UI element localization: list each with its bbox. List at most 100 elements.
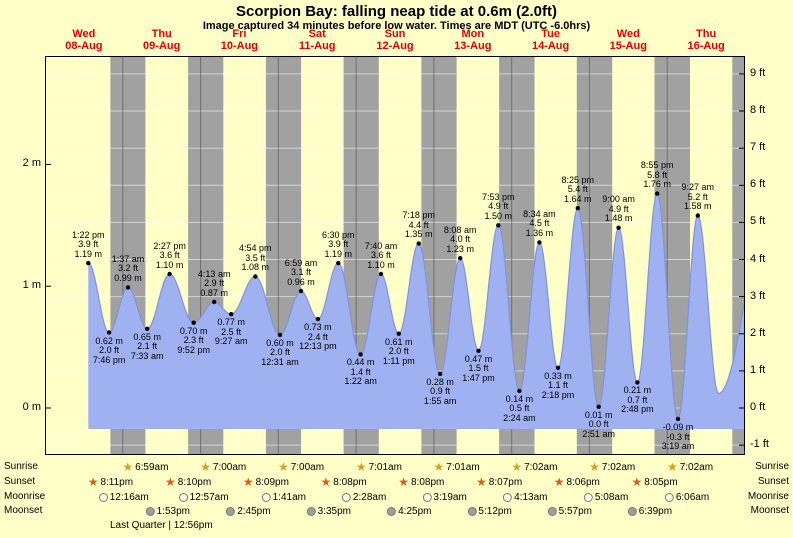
tide-low-label: 0.73 m 2.4 ft 12:13 pm [299,322,337,352]
tide-high-label: 6:59 am 3.1 ft 0.96 m [284,257,318,287]
sunrise-time-text: 7:00am [212,461,247,473]
moonrise-time-text: 5:08am [594,491,629,503]
moonset-row-label-left: Moonset [4,505,43,516]
sunrise-icon: ★ [122,459,134,474]
moonset-time-text: 5:57pm [558,505,592,517]
sunrise-icon: ★ [666,459,678,474]
sunset-time: ★ 8:07pm [476,476,522,488]
tide-plot-area: 1:22 pm 3.9 ft 1.19 m 0.62 m 2.0 ft 7:46 pm 1:… [45,56,745,455]
tide-low-label: 0.62 m 2.0 ft 7:46 pm [92,335,126,365]
sunset-time: ★ 8:10pm [165,476,211,488]
moonset-time-text: 4:25pm [398,505,432,517]
day-label: Wed 15-Aug [609,28,647,52]
sunset-icon: ★ [476,474,487,489]
sunset-time-text: 8:08pm [333,476,367,488]
sunrise-icon: ★ [433,459,445,474]
moonrise-icon [583,492,593,502]
tide-low-label: 0.77 m 2.5 ft 9:27 am [214,317,248,347]
sunset-time: ★ 8:11pm [88,476,133,488]
day-label: Tue 14-Aug [531,28,570,52]
moonrise-time: 5:08am [583,491,629,503]
sunrise-time: ★ 7:02am [589,461,635,473]
sunrise-time-text: 7:01am [368,461,402,473]
moonset-time: 5:12pm [467,505,512,517]
sunrise-icon: ★ [277,459,289,474]
sunrise-time: ★ 7:00am [278,461,324,473]
tide-high-label: 9:00 am 4.9 ft 1.48 m [602,194,635,224]
sunset-row-label-right: Sunset [757,476,789,487]
feet-axis-label: 5 ft [750,215,766,228]
moonrise-time-text: 12:57am [189,491,229,503]
moonset-time: 5:57pm [547,505,592,517]
sunrise-time: ★ 7:00am [200,461,246,473]
sunrise-time-text: 7:02am [679,461,714,473]
moonset-icon [226,506,236,516]
tide-low-label: 0.65 m 2.1 ft 7:33 am [130,331,164,361]
sunrise-time-text: 7:00am [290,461,325,473]
moonrise-time-text: 6:06am [675,491,710,503]
sunset-icon: ★ [553,474,565,489]
tide-low-label: -0.09 m -0.3 ft 3:19 am [661,422,695,451]
tide-high-label: 1:22 pm 3.9 ft 1.19 m [72,229,105,259]
moonset-icon [387,506,397,516]
moonrise-icon [261,492,271,502]
tide-low-label: 0.70 m 2.3 ft 9:52 pm [177,325,210,355]
tide-high-label: 6:30 pm 3.9 ft 1.19 m [322,229,355,259]
tide-low-label: 0.44 m 1.4 ft 1:22 am [344,357,377,387]
moonrise-row-label-right: Moonrise [747,491,789,502]
moonrise-time-text: 3:19am [433,491,467,503]
tide-high-label: 1:37 am 3.2 ft 0.99 m [111,253,145,283]
feet-axis-label: 7 ft [750,141,766,154]
feet-axis-label: -1 ft [750,438,769,451]
sunrise-time-text: 7:02am [601,461,636,473]
day-label: Thu 09-Aug [143,28,181,52]
sunset-row-label-left: Sunset [4,476,36,487]
day-label: Thu 16-Aug [687,28,725,52]
moonset-time: 4:25pm [387,505,431,517]
feet-axis-label: 6 ft [750,178,766,191]
sunrise-time: ★ 7:02am [511,461,557,473]
sunrise-time: ★ 7:02am [667,461,713,473]
moonset-time-text: 1:53pm [156,505,190,517]
sunrise-icon: ★ [200,459,211,474]
moonset-time: 1:53pm [145,505,190,517]
moonrise-time: 3:19am [422,491,467,503]
sunset-time-text: 8:08pm [411,476,445,488]
moonrise-icon [664,492,674,502]
moonset-time-text: 3:35pm [317,505,351,517]
moonrise-icon [98,492,108,502]
moonrise-time: 2:28am [341,491,387,503]
moonset-icon [145,506,155,516]
tide-high-label: 4:54 pm 3.5 ft 1.08 m [239,243,272,272]
sunset-time: ★ 8:08pm [398,476,444,488]
day-label: Fri 10-Aug [220,28,259,52]
meters-axis-label: 0 m [22,401,41,413]
sunset-time-text: 8:05pm [644,476,678,488]
moonrise-time: 6:06am [664,491,710,503]
sunrise-time-text: 7:02am [524,461,558,473]
tide-low-label: 0.33 m 1.1 ft 2:18 pm [541,370,575,400]
moonrise-time-text: 2:28am [352,491,387,503]
tide-high-label: 8:25 pm 5.4 ft 1.64 m [561,174,595,204]
tide-low-label: 0.47 m 1.5 ft 1:47 pm [462,353,495,383]
moonrise-time: 1:41am [261,491,306,503]
sunset-icon: ★ [631,474,643,489]
tide-high-label: 4:13 am 2.9 ft 0.87 m [197,268,231,298]
moonrise-icon [341,492,351,502]
tide-high-label: 2:27 pm 3.6 ft 1.10 m [153,240,186,270]
day-label: Mon 13-Aug [454,28,492,52]
tide-curve-chart [45,56,745,455]
moonset-icon [306,506,316,516]
sunset-icon: ★ [398,474,409,489]
tide-low-label: 0.61 m 2.0 ft 1:11 pm [382,336,415,366]
sunrise-time-text: 6:59am [135,461,169,473]
moonrise-time-text: 4:13am [514,491,548,503]
moonset-icon [547,506,557,516]
sunset-time: ★ 8:08pm [321,476,367,488]
moonset-icon [627,506,637,516]
moonrise-time-text: 1:41am [272,491,306,503]
sunrise-icon: ★ [589,459,600,474]
tide-high-label: 9:27 am 5.2 ft 1.58 m [681,182,715,212]
moonrise-time-text: 12:16am [109,491,149,503]
sunrise-time: ★ 7:01am [356,461,402,473]
